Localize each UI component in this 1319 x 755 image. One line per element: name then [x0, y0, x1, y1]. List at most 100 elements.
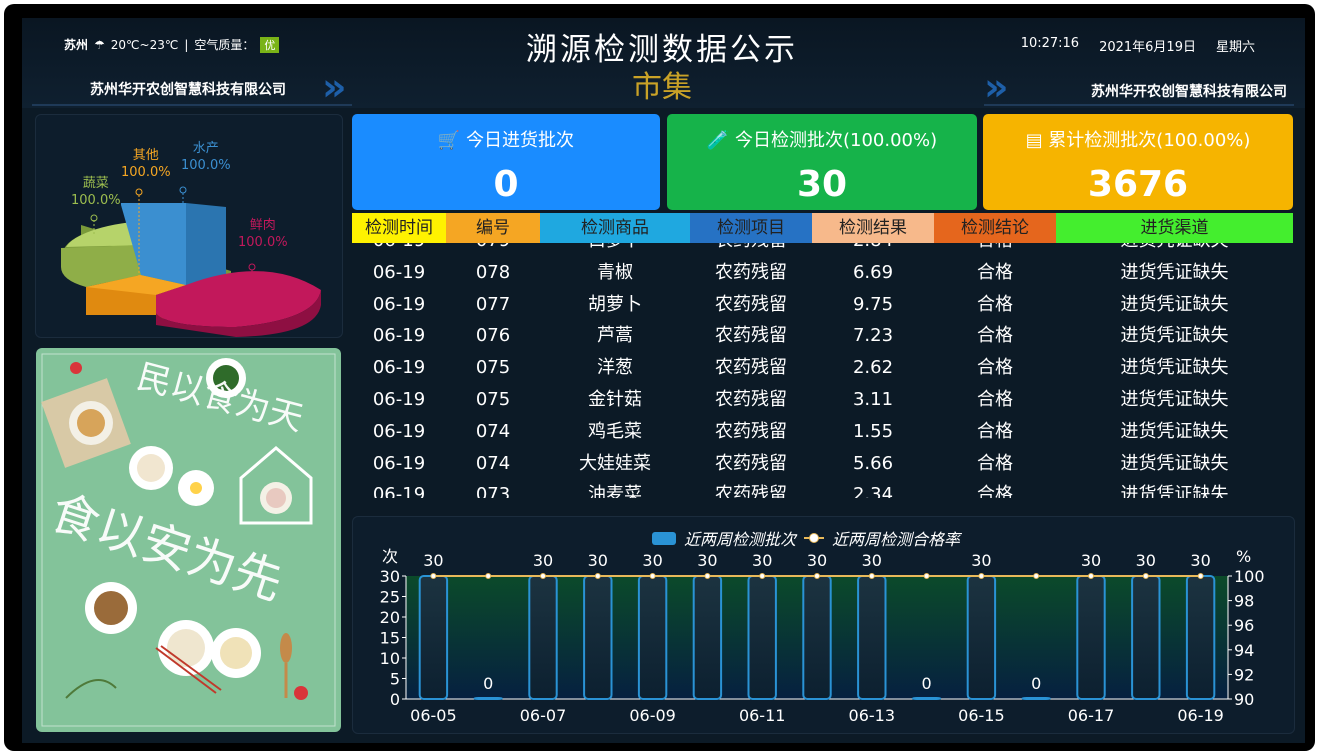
table-row: 06-19 078 青椒 农药残留 6.69 合格 进货凭证缺失	[352, 257, 1293, 289]
y-axis-right-title: %	[1236, 547, 1251, 566]
pass-rate-point	[1197, 573, 1204, 579]
table-row: 06-19 075 金针菇 农药残留 3.11 合格 进货凭证缺失	[352, 384, 1293, 416]
pass-rate-point	[430, 573, 437, 579]
cell-conclusion: 合格	[977, 293, 1013, 315]
cell-product: 芦蒿	[597, 325, 633, 347]
temperature: 20℃~23℃	[110, 37, 179, 52]
cell-item: 农药残留	[715, 452, 787, 474]
bar-value-label: 30	[862, 551, 882, 570]
cell-product: 洋葱	[597, 357, 633, 379]
cell-inspect-time: 06-19	[372, 261, 426, 283]
card-today-inspection-label: 🧪 今日检测批次(100.00%)	[706, 130, 938, 151]
pass-rate-point	[814, 573, 820, 579]
legend-swatch-batches	[652, 531, 676, 545]
bar-value-label: 30	[807, 551, 827, 570]
chevron-right-icon: »	[984, 65, 1009, 109]
pass-rate-point	[978, 573, 985, 579]
bar-batch	[473, 697, 503, 700]
x-tick-label: 06-07	[520, 706, 567, 725]
pass-rate-point	[594, 573, 601, 579]
header-background	[22, 18, 1305, 108]
header-product: 检测商品	[540, 213, 690, 243]
cell-inspect-time: 06-19	[352, 243, 446, 257]
cell-channel: 进货凭证缺失	[1120, 357, 1229, 379]
bar-batch	[1185, 575, 1216, 700]
cell-conclusion: 合格	[977, 484, 1013, 498]
category-pie-panel: 蔬菜 100.0% 其他 100.0% 水产 100.0% 鲜肉 100.0%	[35, 114, 343, 338]
cell-item: 农药残留	[690, 243, 812, 257]
cell-channel: 进货凭证缺失	[1120, 484, 1229, 498]
x-tick-label: 06-17	[1068, 706, 1115, 725]
cell-conclusion: 合格	[977, 452, 1013, 474]
pie-slice-aquatic	[121, 203, 186, 285]
company-name-left: 苏州华开农创智慧科技有限公司	[90, 82, 286, 98]
cell-number: 079	[446, 243, 540, 257]
separator: |	[184, 37, 189, 52]
cell-item: 农药残留	[715, 261, 787, 283]
weekday: 星期六	[1215, 40, 1255, 55]
cell-conclusion: 合格	[934, 243, 1056, 257]
cell-result: 7.23	[852, 325, 894, 347]
cart-icon: 🛒	[437, 130, 467, 151]
bar-batch	[1021, 697, 1051, 700]
cell-product: 胡萝卜	[588, 293, 642, 315]
header-item: 检测项目	[690, 213, 812, 243]
cell-product: 鸡毛菜	[588, 420, 642, 442]
legend-label-batches: 近两周检测批次	[684, 530, 797, 549]
bar-batch	[1131, 575, 1161, 700]
weather-bar: 苏州 ☂ 20℃~23℃ | 空气质量： 优	[64, 36, 280, 53]
bar-batch	[583, 575, 613, 700]
cell-conclusion: 合格	[977, 261, 1013, 283]
cell-item: 农药残留	[715, 389, 787, 410]
cell-number: 075	[475, 357, 511, 379]
header-number: 编号	[446, 213, 540, 243]
poster-illustration	[41, 353, 336, 727]
bar-batch	[747, 575, 777, 700]
bar-batch	[637, 575, 668, 700]
y-axis-left-title: 次	[382, 547, 398, 566]
y-tick-right: 90	[1234, 690, 1254, 709]
pie-label-aquatic: 水产 100.0%	[181, 141, 231, 173]
y-tick-right: 94	[1234, 641, 1254, 660]
pass-rate-point	[540, 573, 546, 579]
legend-label-pass-rate: 近两周检测合格率	[832, 530, 961, 549]
cell-number: 074	[475, 452, 511, 474]
clock-time: 10:27:16	[1020, 36, 1080, 51]
cell-conclusion: 合格	[977, 357, 1013, 379]
x-tick-label: 06-13	[849, 706, 896, 725]
bar-value-label: 0	[922, 674, 932, 693]
cell-item: 农药残留	[715, 325, 787, 347]
bar-value-label: 30	[642, 551, 662, 570]
header-conclusion: 检测结论	[934, 213, 1056, 243]
cell-number: 077	[475, 293, 511, 315]
pass-rate-point	[1088, 573, 1094, 579]
cell-product: 青椒	[597, 261, 633, 283]
cell-channel: 进货凭证缺失	[1120, 293, 1229, 315]
pie-label-other: 其他 100.0%	[121, 148, 171, 180]
y-tick-left: 20	[380, 608, 400, 627]
inspection-table-header: 检测时间 编号 检测商品 检测项目 检测结果 检测结论 进货渠道	[352, 213, 1293, 243]
card-today-inspection: 🧪 今日检测批次(100.00%) 30	[667, 114, 977, 210]
y-tick-left: 10	[380, 649, 400, 668]
market-subtitle: 市集	[632, 70, 692, 105]
company-name-right: 苏州华开农创智慧科技有限公司	[1091, 84, 1287, 100]
inspection-table-body[interactable]: 06-19079白萝卜农药残留2.84合格进货凭证缺失06-19078青椒农药残…	[352, 243, 1293, 498]
table-row: 06-19 073 油麦菜 农药残留 2.34 合格 进货凭证缺失	[352, 479, 1293, 498]
pass-rate-point	[1033, 573, 1040, 579]
header-divider-left	[32, 104, 352, 106]
y-tick-left: 30	[380, 567, 400, 586]
air-quality-label: 空气质量：	[194, 38, 255, 52]
bar-batch	[418, 575, 449, 700]
pass-rate-point	[485, 573, 492, 579]
table-row: 06-19 077 胡萝卜 农药残留 9.75 合格 进货凭证缺失	[352, 289, 1293, 321]
cell-number: 075	[475, 389, 511, 410]
bar-value-label: 30	[1081, 551, 1101, 570]
device-frame: 苏州 ☂ 20℃~23℃ | 空气质量： 优 溯源检测数据公示 10:27:16…	[4, 4, 1315, 751]
bar-batch	[857, 575, 887, 700]
x-tick-label: 06-05	[410, 706, 457, 725]
table-row: 06-19079白萝卜农药残留2.84合格进货凭证缺失	[352, 243, 1293, 257]
y-tick-right: 96	[1234, 616, 1254, 635]
cell-product: 白萝卜	[540, 243, 690, 257]
cell-channel: 进货凭证缺失	[1120, 389, 1229, 410]
